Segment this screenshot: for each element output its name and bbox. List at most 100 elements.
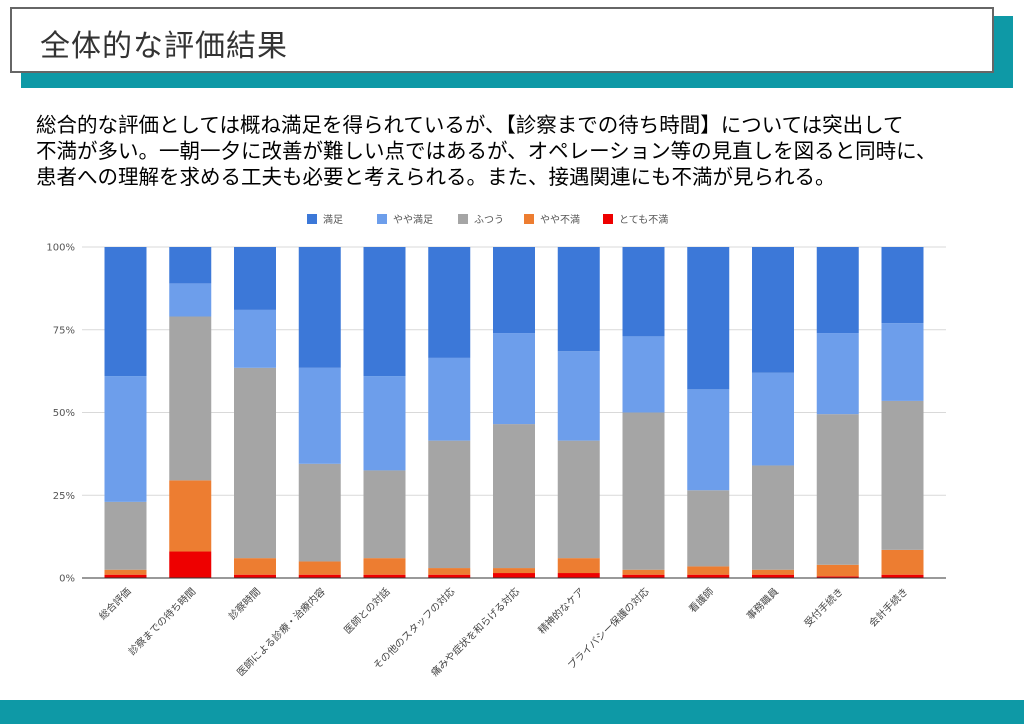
bar-stack	[557, 247, 600, 578]
bar-segment	[363, 376, 406, 471]
bar-segment	[687, 389, 730, 491]
y-tick-label: 75%	[53, 325, 75, 336]
bar-segment	[622, 412, 665, 570]
legend-label: とても不満	[619, 214, 668, 226]
bar-segment	[298, 247, 341, 368]
bar-segment	[622, 574, 665, 578]
bar-segment	[234, 309, 276, 368]
bar-segment	[363, 470, 406, 559]
bar-segment	[493, 573, 535, 578]
bar-segment	[687, 247, 730, 390]
bar-segment	[816, 247, 859, 334]
bar-segment	[234, 367, 276, 559]
bar-segment	[428, 574, 471, 578]
title-box: 全体的な評価結果	[10, 7, 994, 73]
bar-segment	[298, 463, 341, 562]
bar-segment	[557, 351, 600, 441]
x-tick-label: 事務職員	[744, 585, 781, 622]
legend-swatch	[377, 214, 387, 224]
legend-swatch	[603, 214, 613, 224]
bar-segment	[881, 323, 924, 401]
bar-segment	[687, 490, 730, 567]
x-tick-label: 受付手続き	[801, 585, 846, 630]
bar-segment	[493, 333, 535, 425]
bar-segment	[816, 414, 859, 565]
bar-segment	[298, 367, 341, 464]
bar-segment	[104, 501, 147, 570]
y-tick-label: 0%	[59, 574, 75, 585]
y-tick-label: 100%	[46, 243, 75, 254]
legend-label: やや満足	[393, 214, 433, 226]
x-tick-label: 看護師	[686, 585, 716, 615]
bar-stack	[428, 247, 471, 578]
x-tick-label: 診察までの待ち時間	[126, 585, 199, 658]
bar-segment	[687, 566, 730, 575]
bar-segment	[169, 480, 212, 552]
x-tick-label: 診察時間	[226, 585, 263, 622]
bar-segment	[298, 561, 341, 575]
bar-segment	[881, 247, 924, 324]
footer-bar	[0, 700, 1024, 724]
x-tick-label: 総合評価	[96, 585, 133, 622]
bar-segment	[557, 558, 600, 574]
bar-segment	[234, 574, 276, 578]
bar-segment	[622, 569, 665, 575]
page-title: 全体的な評価結果	[40, 29, 288, 64]
bar-segment	[687, 574, 730, 578]
legend: 満足 やや満足 ふつう やや不満 とても不満	[307, 214, 668, 226]
bar-segment	[428, 357, 471, 441]
summary-text: 総合的な評価としては概ね満足を得られているが、【診察までの待ち時間】については突…	[36, 112, 996, 190]
bar-stack	[752, 247, 794, 578]
bar-stack	[493, 247, 535, 578]
summary-line-3: 患者への理解を求める工夫も必要と考えられる。また、接遇関連にも不満が見られる。	[36, 165, 836, 189]
legend-label: やや不満	[540, 214, 580, 226]
bar-segment	[428, 247, 471, 358]
bar-segment	[557, 440, 600, 559]
x-tick-label: 医師との対話	[341, 585, 393, 637]
bar-segment	[881, 400, 924, 550]
bar-segment	[557, 573, 600, 578]
bar-segment	[881, 549, 924, 575]
bar-stack	[363, 247, 406, 578]
bar-segment	[752, 247, 794, 373]
bar-segment	[881, 574, 924, 578]
y-tick-label: 50%	[53, 408, 75, 419]
bar-segment	[104, 574, 147, 578]
bar-segment	[104, 247, 147, 377]
bar-segment	[752, 465, 794, 570]
bar-segment	[493, 247, 535, 334]
bar-segment	[428, 440, 471, 569]
bar-segment	[622, 247, 665, 337]
legend-swatch	[524, 214, 534, 224]
bar-segment	[234, 558, 276, 575]
x-tick-label: 精神的なケア	[535, 585, 587, 637]
bar-segment	[363, 574, 406, 578]
summary-line-1: 総合的な評価としては概ね満足を得られているが、【診察までの待ち時間】については突…	[36, 113, 904, 137]
summary-line-2: 不満が多い。一朝一夕に改善が難しい点ではあるが、オペレーション等の見直しを図ると…	[36, 139, 937, 163]
bar-stack	[169, 247, 212, 578]
bar-stack	[816, 247, 859, 578]
bar-segment	[363, 247, 406, 377]
bar-segment	[234, 247, 276, 310]
bar-segment	[622, 336, 665, 413]
bar-segment	[816, 576, 859, 578]
bar-stack	[622, 247, 665, 578]
legend-label: 満足	[323, 214, 343, 226]
bar-segment	[104, 569, 147, 575]
bar-stack	[234, 247, 276, 578]
bar-segment	[169, 551, 212, 578]
bar-segment	[169, 247, 212, 284]
legend-label: ふつう	[474, 214, 504, 226]
bar-segment	[493, 568, 535, 574]
bar-segment	[428, 568, 471, 575]
bar-segment	[816, 564, 859, 577]
bar-segment	[104, 376, 147, 502]
bar-segment	[816, 333, 859, 415]
legend-swatch	[307, 214, 317, 224]
bars	[104, 247, 924, 578]
x-tick-label: 会計手続き	[866, 585, 911, 630]
bar-segment	[298, 574, 341, 578]
bar-segment	[169, 316, 212, 481]
bar-segment	[752, 569, 794, 575]
bar-stack	[687, 247, 730, 578]
